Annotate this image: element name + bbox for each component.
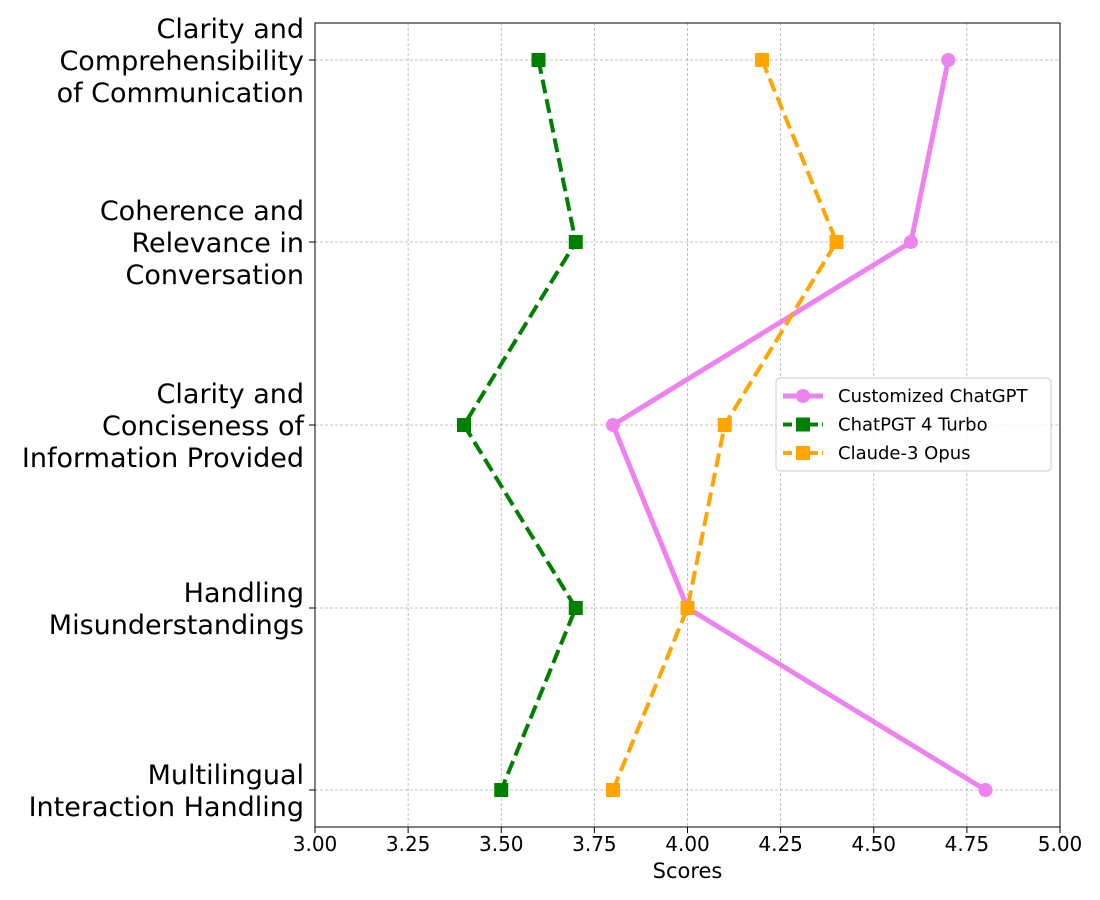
data-point bbox=[717, 418, 732, 432]
y-tick-label: Clarity and Conciseness of Information Pro… bbox=[22, 379, 306, 474]
legend-label: ChatPGT 4 Turbo bbox=[838, 415, 988, 436]
x-tick-label: 4.50 bbox=[851, 832, 896, 856]
x-tick-label: 3.50 bbox=[479, 832, 524, 856]
data-point bbox=[829, 235, 844, 249]
legend-label: Claude-3 Opus bbox=[838, 443, 971, 464]
legend: Customized ChatGPT ChatPGT 4 Turbo Claude-… bbox=[775, 377, 1052, 472]
x-tick-label: 4.25 bbox=[758, 832, 803, 856]
data-point bbox=[568, 235, 583, 249]
legend-marker bbox=[796, 446, 810, 460]
legend-label: Customized ChatGPT bbox=[838, 386, 1028, 407]
data-point bbox=[494, 783, 509, 797]
y-axis-ticks: Clarity and Comprehensibility of Communica… bbox=[22, 14, 315, 823]
x-tick-label: 3.25 bbox=[386, 832, 431, 856]
x-axis-label: Scores bbox=[653, 859, 723, 883]
x-axis-ticks: 3.00 3.25 3.50 3.75 4.00 4.25 4.50 4.75 5.00 bbox=[293, 827, 1083, 856]
y-tick-label: Multilingual Interaction Handling bbox=[29, 760, 304, 823]
data-point bbox=[755, 53, 769, 67]
y-tick-label: Coherence and Relevance in Conversation bbox=[100, 196, 304, 291]
data-point bbox=[606, 783, 620, 797]
x-tick-label: 4.75 bbox=[945, 832, 990, 856]
series-layer bbox=[457, 53, 993, 797]
data-point bbox=[904, 235, 918, 249]
x-tick-label: 3.75 bbox=[572, 832, 617, 856]
x-tick-label: 3.00 bbox=[293, 832, 338, 856]
data-point bbox=[531, 53, 546, 67]
data-point bbox=[606, 418, 620, 432]
data-point bbox=[568, 601, 583, 615]
x-tick-label: 4.00 bbox=[665, 832, 710, 856]
y-tick-label: Handling Misunderstandings bbox=[49, 578, 304, 641]
plot-frame bbox=[314, 22, 1061, 828]
x-tick-label: 5.00 bbox=[1038, 832, 1083, 856]
data-point bbox=[457, 418, 471, 432]
data-point bbox=[978, 783, 993, 797]
legend-marker bbox=[796, 389, 810, 403]
y-tick-label: Clarity and Comprehensibility of Communica… bbox=[57, 14, 304, 109]
data-point bbox=[941, 53, 956, 67]
legend-box bbox=[775, 377, 1052, 472]
data-point bbox=[680, 601, 695, 615]
legend-marker bbox=[796, 417, 810, 432]
